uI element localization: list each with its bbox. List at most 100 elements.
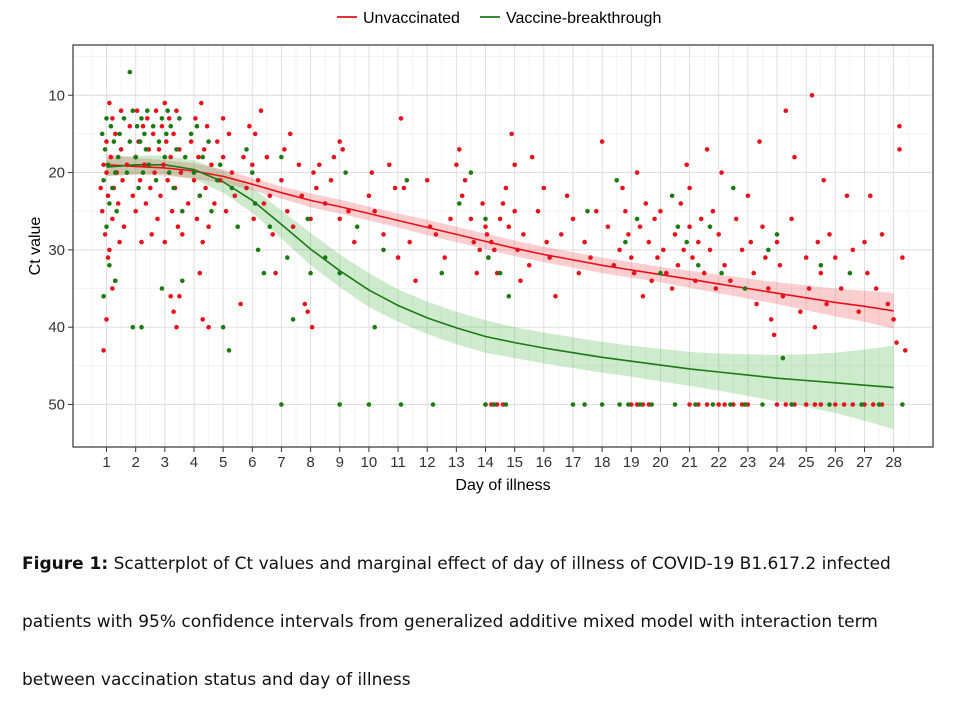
data-point-unvaccinated xyxy=(196,154,201,160)
data-point-unvaccinated xyxy=(462,178,468,183)
data-point-unvaccinated xyxy=(177,294,182,299)
data-point-unvaccinated xyxy=(174,108,179,113)
data-point-vaccine-breakthrough xyxy=(104,116,109,121)
data-point-vaccine-breakthrough xyxy=(766,247,771,253)
data-point-unvaccinated xyxy=(424,178,430,183)
data-point-unvaccinated xyxy=(372,208,378,214)
x-tick-label: 11 xyxy=(390,454,406,471)
x-tick-label: 21 xyxy=(681,454,698,471)
data-point-vaccine-breakthrough xyxy=(900,402,905,407)
data-point-unvaccinated xyxy=(655,255,660,260)
data-point-unvaccinated xyxy=(489,239,494,245)
data-point-vaccine-breakthrough xyxy=(217,162,223,168)
caption-label: Figure 1: xyxy=(22,554,109,574)
data-point-unvaccinated xyxy=(287,131,293,137)
data-point-vaccine-breakthrough xyxy=(859,402,864,407)
data-point-unvaccinated xyxy=(164,139,169,144)
data-point-unvaccinated xyxy=(885,301,891,307)
data-point-unvaccinated xyxy=(104,139,109,144)
data-point-unvaccinated xyxy=(381,232,386,237)
data-point-unvaccinated xyxy=(687,224,692,229)
data-point-unvaccinated xyxy=(200,239,205,245)
data-point-unvaccinated xyxy=(484,232,490,237)
data-point-unvaccinated xyxy=(751,270,756,276)
data-point-unvaccinated xyxy=(512,208,517,214)
data-point-vaccine-breakthrough xyxy=(760,402,765,407)
y-tick-label: 40 xyxy=(48,319,65,336)
data-point-unvaccinated xyxy=(317,162,322,168)
data-point-unvaccinated xyxy=(169,208,175,214)
data-point-unvaccinated xyxy=(541,185,547,191)
data-point-unvaccinated xyxy=(223,208,229,214)
data-point-unvaccinated xyxy=(873,286,879,291)
data-point-unvaccinated xyxy=(774,402,780,407)
data-point-unvaccinated xyxy=(279,178,284,183)
x-tick-label: 5 xyxy=(219,454,227,471)
data-point-unvaccinated xyxy=(98,185,103,191)
data-point-unvaccinated xyxy=(261,201,267,206)
data-point-unvaccinated xyxy=(783,402,789,407)
data-point-unvaccinated xyxy=(789,216,794,222)
data-point-unvaccinated xyxy=(768,317,774,322)
data-point-unvaccinated xyxy=(576,270,582,276)
data-point-unvaccinated xyxy=(352,239,357,245)
data-point-unvaccinated xyxy=(188,139,194,144)
data-point-vaccine-breakthrough xyxy=(127,139,133,144)
data-point-unvaccinated xyxy=(716,232,721,237)
x-tick-label: 10 xyxy=(361,454,378,471)
data-point-unvaccinated xyxy=(824,301,829,307)
data-point-vaccine-breakthrough xyxy=(710,402,716,407)
x-tick-label: 22 xyxy=(710,454,727,471)
data-point-unvaccinated xyxy=(675,263,681,268)
data-point-unvaccinated xyxy=(897,147,902,152)
data-point-unvaccinated xyxy=(693,278,698,284)
x-tick-label: 23 xyxy=(740,454,757,471)
data-point-unvaccinated xyxy=(401,185,407,191)
data-point-unvaccinated xyxy=(862,239,867,245)
data-point-unvaccinated xyxy=(611,263,617,268)
data-point-unvaccinated xyxy=(529,154,535,160)
data-point-vaccine-breakthrough xyxy=(215,178,220,183)
data-point-vaccine-breakthrough xyxy=(108,123,114,129)
data-point-unvaccinated xyxy=(107,247,112,253)
data-point-unvaccinated xyxy=(244,185,249,191)
data-point-unvaccinated xyxy=(521,232,526,237)
data-point-unvaccinated xyxy=(252,131,258,137)
data-point-unvaccinated xyxy=(570,216,576,222)
data-point-unvaccinated xyxy=(696,239,701,245)
data-point-vaccine-breakthrough xyxy=(381,247,386,253)
data-point-vaccine-breakthrough xyxy=(99,131,105,137)
y-axis-ticks: 10 20 30 40 50 xyxy=(48,87,73,413)
data-point-vaccine-breakthrough xyxy=(168,123,173,129)
x-tick-label: 3 xyxy=(161,454,169,471)
data-point-vaccine-breakthrough xyxy=(398,402,404,407)
data-point-vaccine-breakthrough xyxy=(105,162,111,168)
data-point-unvaccinated xyxy=(803,402,809,407)
data-point-unvaccinated xyxy=(806,286,812,291)
data-point-unvaccinated xyxy=(204,123,210,129)
data-point-unvaccinated xyxy=(110,286,115,291)
data-point-vaccine-breakthrough xyxy=(250,170,255,175)
data-point-vaccine-breakthrough xyxy=(675,224,681,229)
data-point-unvaccinated xyxy=(646,239,652,245)
data-point-unvaccinated xyxy=(143,201,149,206)
data-point-vaccine-breakthrough xyxy=(200,154,205,160)
data-point-vaccine-breakthrough xyxy=(209,208,214,214)
data-point-vaccine-breakthrough xyxy=(728,402,733,407)
data-point-unvaccinated xyxy=(757,139,762,144)
x-tick-label: 16 xyxy=(535,454,552,471)
data-point-unvaccinated xyxy=(117,239,122,245)
data-point-vaccine-breakthrough xyxy=(439,270,445,276)
data-point-vaccine-breakthrough xyxy=(457,201,462,206)
data-point-unvaccinated xyxy=(629,255,634,260)
data-point-unvaccinated xyxy=(194,216,200,222)
data-point-unvaccinated xyxy=(903,348,908,353)
data-point-unvaccinated xyxy=(492,247,497,253)
data-point-unvaccinated xyxy=(206,324,211,330)
data-point-unvaccinated xyxy=(105,255,111,260)
data-point-vaccine-breakthrough xyxy=(570,402,576,407)
data-point-unvaccinated xyxy=(171,131,176,137)
data-point-unvaccinated xyxy=(118,108,124,113)
data-point-unvaccinated xyxy=(544,239,549,245)
data-point-unvaccinated xyxy=(719,170,724,175)
